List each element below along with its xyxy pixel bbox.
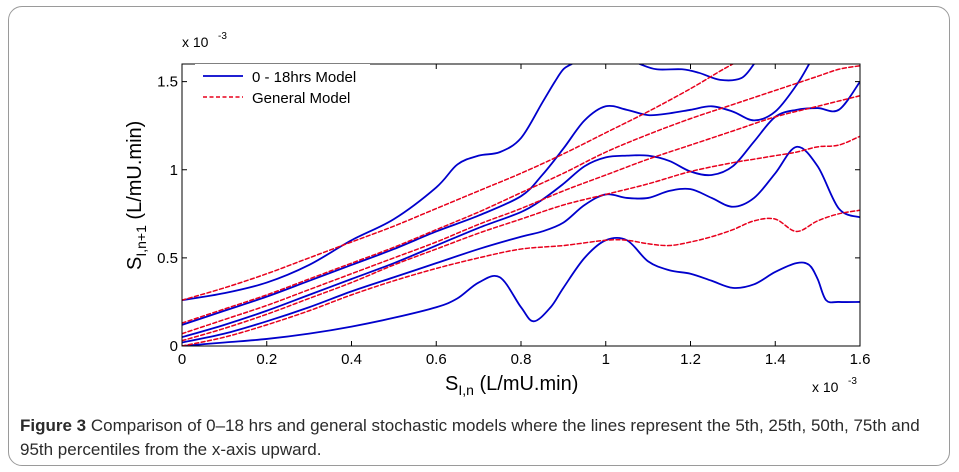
y-axis-label-main: S [124, 257, 146, 270]
y-exponent-power: -3 [218, 31, 227, 42]
x-axis-label-rest: (L/mU.min) [474, 373, 578, 395]
y-exponent: x 10 -3 [182, 31, 227, 50]
x-axis-label-main: S [445, 373, 458, 395]
legend-box [195, 64, 370, 114]
y-tick-label: 0 [170, 338, 178, 355]
model-018-line-5th [182, 236, 860, 346]
general-model-line-5th [182, 209, 860, 346]
model-018-line-95th-upper [638, 64, 755, 82]
x-tick-label: 0.2 [256, 351, 277, 368]
series-layer [182, 64, 860, 346]
general-model-line-95th [182, 64, 734, 301]
x-tick-label: 1.6 [850, 351, 871, 368]
general-model-line-75th [182, 65, 860, 324]
x-tick-label: 0 [178, 351, 186, 368]
caption-label: Figure 3 [20, 416, 87, 435]
y-tick-label: 0.5 [157, 250, 178, 267]
legend-label-model-018: 0 - 18hrs Model [252, 69, 356, 86]
figure-frame [8, 6, 950, 466]
y-tick-label: 1 [170, 162, 178, 179]
legend: 0 - 18hrs Model General Model [195, 64, 370, 114]
legend-label-general: General Model [252, 90, 350, 107]
x-tick-label: 0.8 [511, 351, 532, 368]
y-axis-label: SI,n+1 (L/mU.min) [124, 121, 149, 270]
caption-text: Comparison of 0–18 hrs and general stoch… [20, 416, 920, 459]
x-tick-label: 1 [602, 351, 610, 368]
figure-caption: Figure 3 Comparison of 0–18 hrs and gene… [20, 414, 940, 462]
y-exponent-base: x 10 [182, 34, 209, 50]
x-tick-label: 1.2 [680, 351, 701, 368]
model-018-line-75th [182, 64, 811, 326]
x-exponent-power: -3 [848, 376, 857, 387]
y-axis-label-rest: (L/mU.min) [124, 121, 146, 225]
x-exponent-base: x 10 [812, 379, 839, 395]
y-axis-label-sub: I,n+1 [133, 225, 149, 257]
model-018-line-95th [182, 64, 573, 302]
general-model-line-50th [182, 94, 860, 335]
x-tick-label: 0.4 [341, 351, 362, 368]
x-exponent: x 10 -3 [812, 376, 857, 395]
model-018-line-25th [182, 145, 860, 344]
general-model-line-25th [182, 135, 860, 342]
x-tick-label: 1.4 [765, 351, 786, 368]
x-tick-label: 0.6 [426, 351, 447, 368]
y-tick-label: 1.5 [157, 74, 178, 91]
x-axis-label: SI,n (L/mU.min) [445, 373, 578, 398]
x-axis-label-sub: I,n [458, 382, 474, 398]
